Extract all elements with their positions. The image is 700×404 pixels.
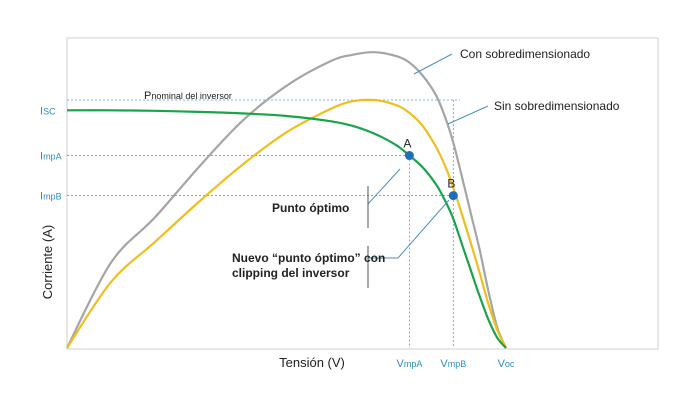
curve-iv xyxy=(66,109,507,349)
annotation-nuevo-2: clipping del inversor xyxy=(232,266,350,280)
legend-sin: Sin sobredimensionado xyxy=(494,99,620,113)
ytick-impb: ImpB xyxy=(40,191,62,203)
callout-lines xyxy=(367,53,489,259)
xtick-vmpb: VmpB xyxy=(440,358,466,370)
ytick-impa: ImpA xyxy=(40,151,62,163)
annotation-optimo: Punto óptimo xyxy=(272,201,349,215)
operating-points: AB xyxy=(403,137,458,201)
callout-a-line xyxy=(367,168,401,205)
callout-b-diag xyxy=(397,199,450,259)
point-a xyxy=(404,151,414,161)
point-label-b: B xyxy=(447,177,455,191)
nominal-label-main: P xyxy=(144,90,151,102)
ytick-isc: ISC xyxy=(40,105,56,117)
xtick-voc: Voc xyxy=(498,358,515,370)
legend-con: Con sobredimensionado xyxy=(460,47,590,61)
annotation-nuevo-1: Nuevo “punto óptimo” con xyxy=(232,251,385,265)
y-tick-labels: ISC ImpA ImpB xyxy=(40,105,62,202)
nominal-label-sub: nominal del inversor xyxy=(151,91,232,101)
callout-sin-line xyxy=(447,105,489,125)
x-tick-labels: VmpA VmpB Voc xyxy=(396,358,514,370)
point-b xyxy=(448,191,458,201)
nominal-label: Pnominal del inversor xyxy=(144,90,232,102)
x-axis-title: Tensión (V) xyxy=(279,355,345,370)
plot-frame xyxy=(66,37,659,350)
callout-con-line xyxy=(413,53,453,75)
guide-lines xyxy=(67,99,460,348)
point-label-a: A xyxy=(403,137,411,151)
curve-con-sobredimensionado xyxy=(66,51,508,349)
y-axis-title: Corriente (A) xyxy=(40,225,55,299)
curve-sin-sobredimensionado xyxy=(66,98,507,349)
xtick-vmpa: VmpA xyxy=(396,358,422,370)
